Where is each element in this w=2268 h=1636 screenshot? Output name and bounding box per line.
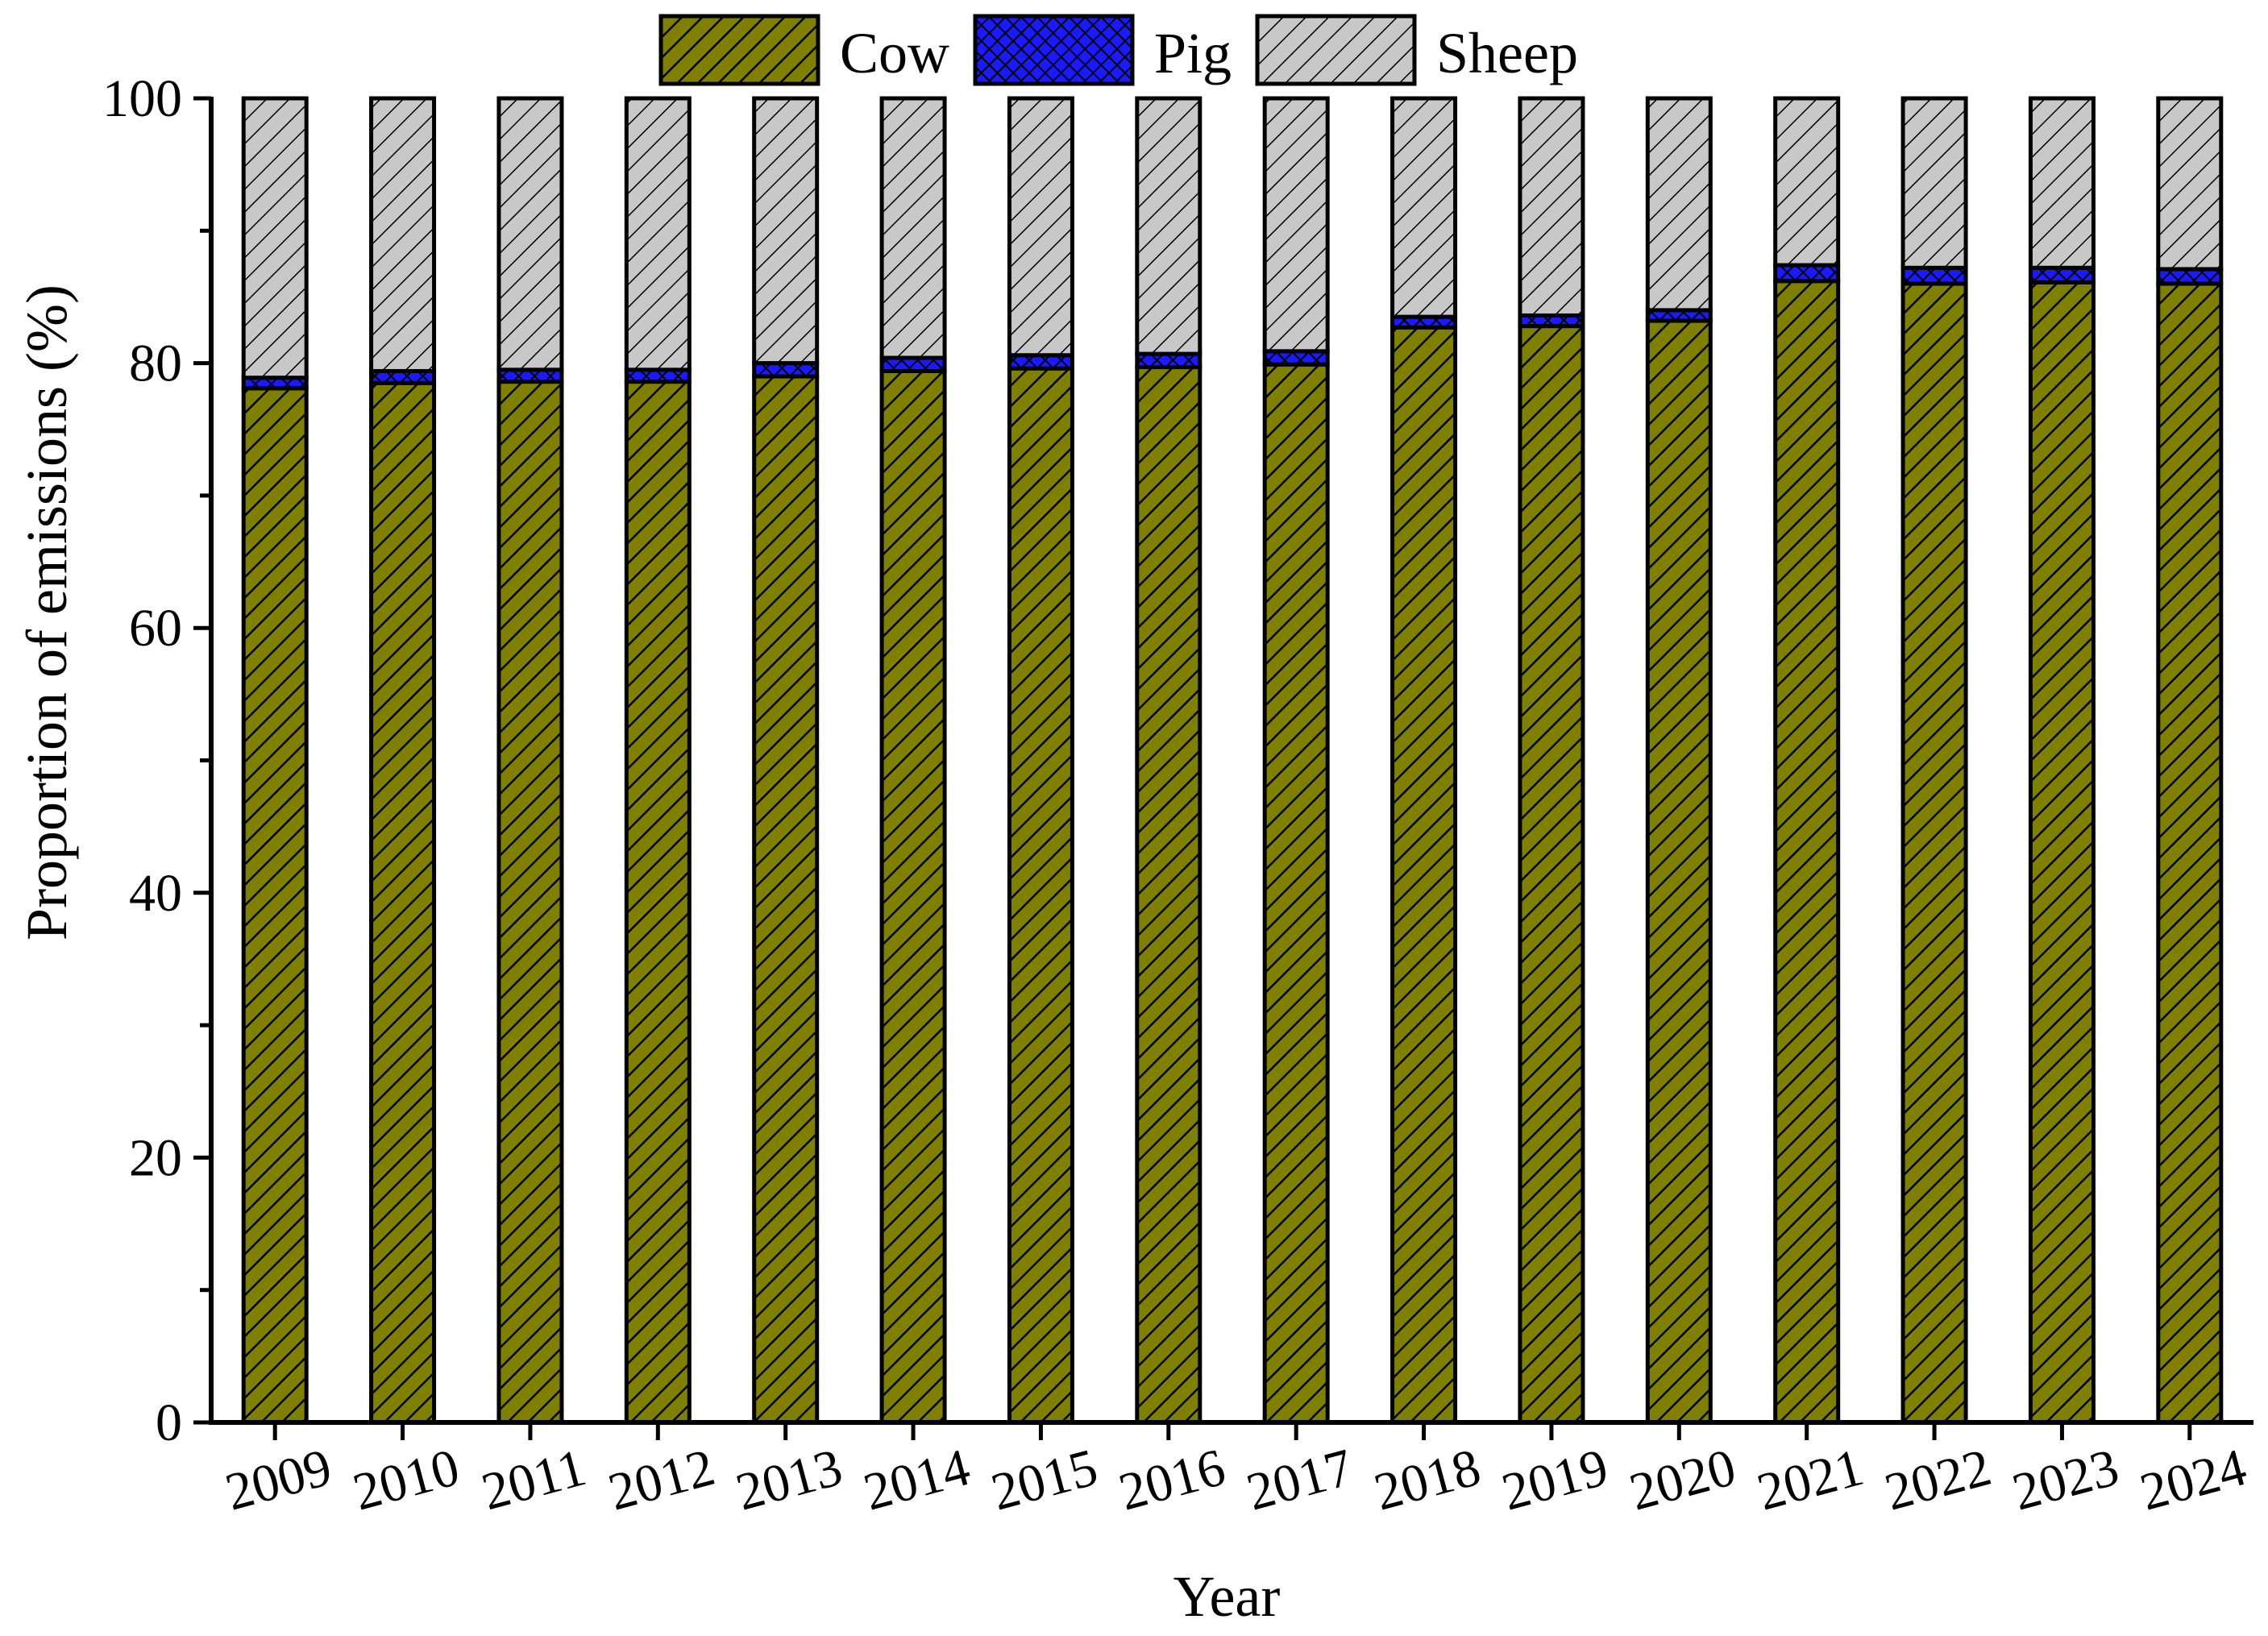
bar-sheep-2023	[2028, 96, 2096, 270]
bar-sheep-2024	[2156, 96, 2224, 272]
bar-sheep-2012	[624, 96, 692, 372]
x-tick-label: 2023	[2007, 1438, 2125, 1522]
y-axis-title: Proportion of emissions (%)	[15, 284, 79, 940]
x-tick-label: 2009	[219, 1438, 337, 1522]
x-tick-label: 2020	[1624, 1438, 1742, 1522]
legend-label-pig: Pig	[1154, 21, 1232, 85]
chart-legend: Cow Pig Sheep	[658, 14, 1578, 86]
bar-cow-2015	[1007, 366, 1074, 1425]
bar-sheep-2017	[1262, 96, 1330, 354]
bar-cow-2023	[2028, 280, 2096, 1425]
bar-cow-2024	[2156, 281, 2224, 1425]
x-tick-label: 2024	[2134, 1438, 2252, 1522]
y-tick-label: 40	[129, 864, 182, 923]
bar-cow-2010	[369, 380, 437, 1425]
bar-sheep-2016	[1135, 96, 1203, 356]
y-tick-label: 20	[129, 1128, 182, 1187]
legend-label-sheep: Sheep	[1436, 21, 1578, 85]
bar-sheep-2021	[1773, 96, 1841, 268]
x-axis-title: Year	[1173, 1564, 1281, 1629]
bar-sheep-2020	[1645, 96, 1713, 313]
x-tick-label: 2016	[1113, 1438, 1231, 1522]
x-tick-label: 2019	[1496, 1438, 1614, 1522]
bar-pig-2021	[1773, 263, 1841, 284]
bar-cow-2012	[624, 380, 692, 1425]
bar-cow-2016	[1135, 365, 1203, 1425]
y-tick-label: 80	[129, 334, 182, 393]
x-tick-label: 2013	[730, 1438, 848, 1522]
y-tick-label: 100	[102, 69, 182, 128]
legend-swatch-sheep	[1255, 14, 1417, 86]
x-tick-label: 2012	[603, 1438, 721, 1522]
bar-pig-2022	[1900, 265, 1968, 286]
x-tick-label: 2010	[347, 1438, 465, 1522]
bar-cow-2014	[879, 368, 947, 1425]
x-tick-label: 2018	[1369, 1438, 1486, 1522]
x-tick-label: 2011	[476, 1438, 592, 1522]
bar-sheep-2010	[369, 96, 437, 373]
bar-sheep-2009	[241, 96, 309, 380]
bar-group	[241, 96, 2224, 1425]
x-tick-label: 2017	[1240, 1438, 1358, 1522]
legend-label-cow: Cow	[840, 21, 949, 85]
bar-cow-2009	[241, 386, 309, 1425]
legend-swatch-pig	[973, 14, 1135, 86]
bar-cow-2019	[1518, 324, 1585, 1425]
x-tick-label: 2015	[986, 1438, 1103, 1522]
legend-swatch-cow	[658, 14, 820, 86]
x-tick-label: 2022	[1879, 1438, 1996, 1522]
bar-cow-2017	[1262, 362, 1330, 1425]
y-tick-label: 0	[156, 1393, 182, 1452]
bar-pig-2023	[2028, 265, 2096, 284]
bar-pig-2024	[2156, 267, 2224, 286]
bar-sheep-2014	[879, 96, 947, 360]
x-tick-label: 2021	[1751, 1438, 1869, 1522]
bar-sheep-2019	[1518, 96, 1585, 318]
y-tick-label: 60	[129, 599, 182, 658]
bar-cow-2021	[1773, 279, 1841, 1425]
bar-cow-2018	[1390, 325, 1458, 1425]
bar-sheep-2013	[752, 96, 820, 366]
bar-sheep-2018	[1390, 96, 1458, 319]
bar-cow-2022	[1900, 281, 1968, 1425]
x-tick-label: 2014	[858, 1438, 975, 1522]
bar-sheep-2022	[1900, 96, 1968, 270]
bar-cow-2013	[752, 374, 820, 1425]
bar-sheep-2011	[496, 96, 564, 372]
bar-sheep-2015	[1007, 96, 1074, 358]
bar-cow-2020	[1645, 318, 1713, 1425]
bar-cow-2011	[496, 380, 564, 1425]
